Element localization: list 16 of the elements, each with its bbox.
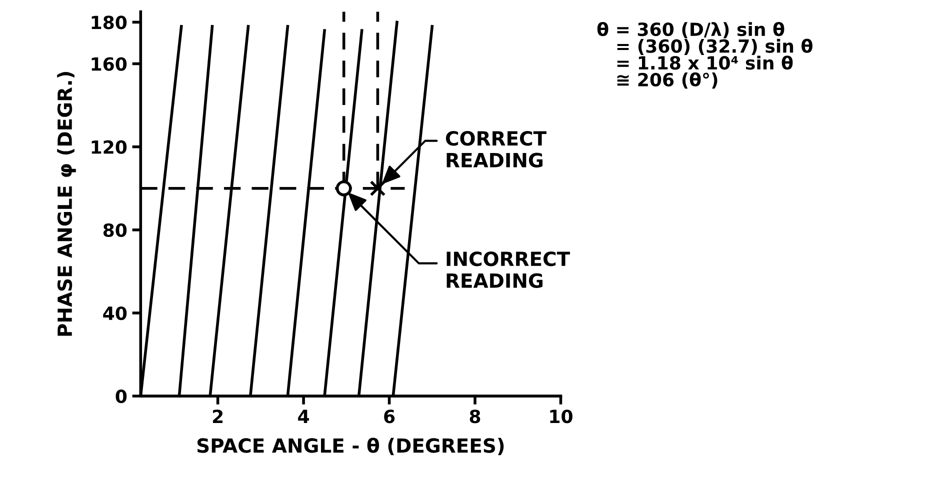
y-tick-label: 160 xyxy=(92,57,127,71)
x-tick-label: 4 xyxy=(298,410,309,423)
x-axis-title: SPACE ANGLE - θ (DEGREES) xyxy=(197,438,504,456)
x-tick-label: 6 xyxy=(384,410,395,424)
y-tick-label: 180 xyxy=(92,16,127,30)
x-tick-label: 8 xyxy=(470,410,480,424)
y-axis-title: PHASE ANGLE φ (DEGR.) xyxy=(57,72,76,336)
y-tick-label: 0 xyxy=(116,390,127,404)
annotation: INCORRECT READING xyxy=(446,251,570,288)
y-tick-label: 40 xyxy=(103,306,127,320)
x-tick-label: 2 xyxy=(212,410,223,423)
annotation: CORRECT READING xyxy=(446,131,546,168)
text: θ = 360 (D/λ) sin θ = (360) (32.7) sin θ = 1.18 x 10⁴ sin θ ≅ 206 (θ°) xyxy=(597,22,812,89)
y-tick-label: 80 xyxy=(103,223,127,238)
x-tick-label: 10 xyxy=(550,410,572,424)
y-tick-label: 120 xyxy=(92,140,127,154)
